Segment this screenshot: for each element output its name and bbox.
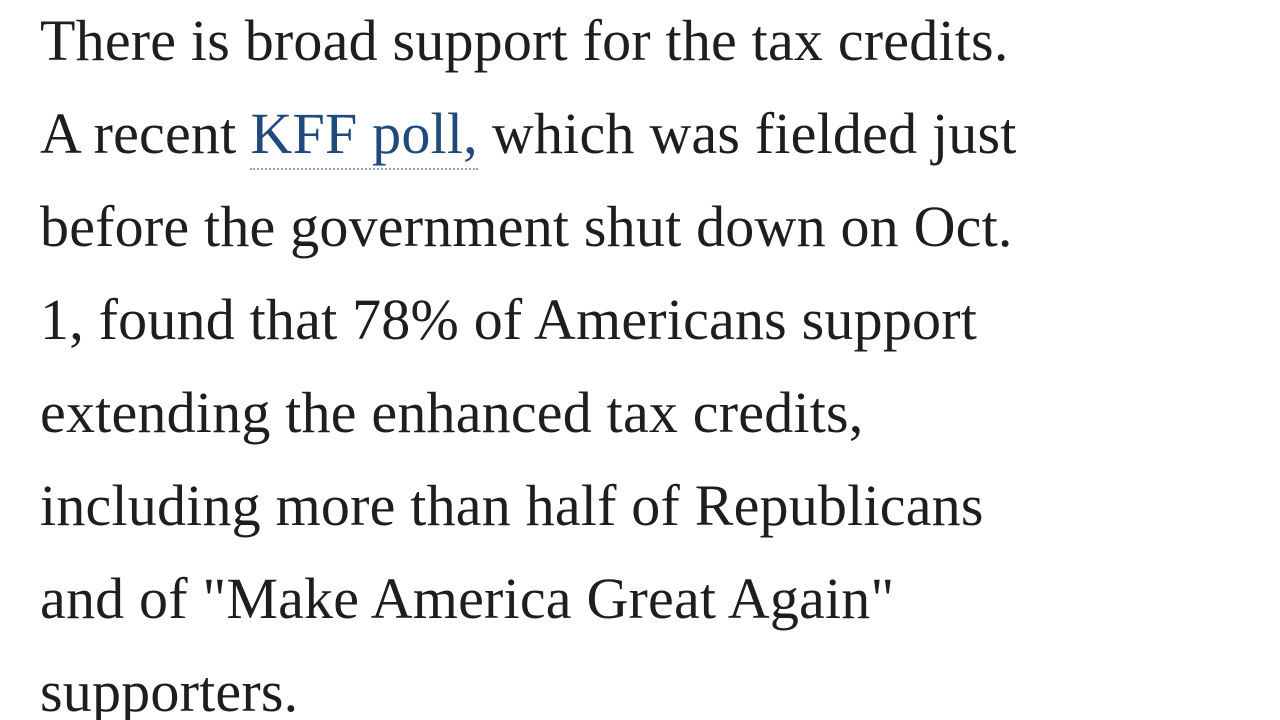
text-segment: A recent	[40, 101, 237, 166]
text-line: extending the enhanced tax credits,	[40, 380, 864, 445]
text-segment: which was fielded just	[491, 101, 1017, 166]
link[interactable]: KFF poll,	[250, 101, 478, 170]
text-line: and of "Make America Great Again"	[40, 566, 895, 631]
text-line: 1, found that 78% of Americans support	[40, 287, 978, 352]
text-line: before the government shut down on Oct.	[40, 194, 1013, 259]
text-line: supporters.	[40, 659, 299, 720]
text-line: There is broad support for the tax credi…	[40, 8, 1009, 73]
text-line: A recent KFF poll, which was fielded just	[40, 87, 1017, 180]
text-line: including more than half of Republicans	[40, 473, 984, 538]
